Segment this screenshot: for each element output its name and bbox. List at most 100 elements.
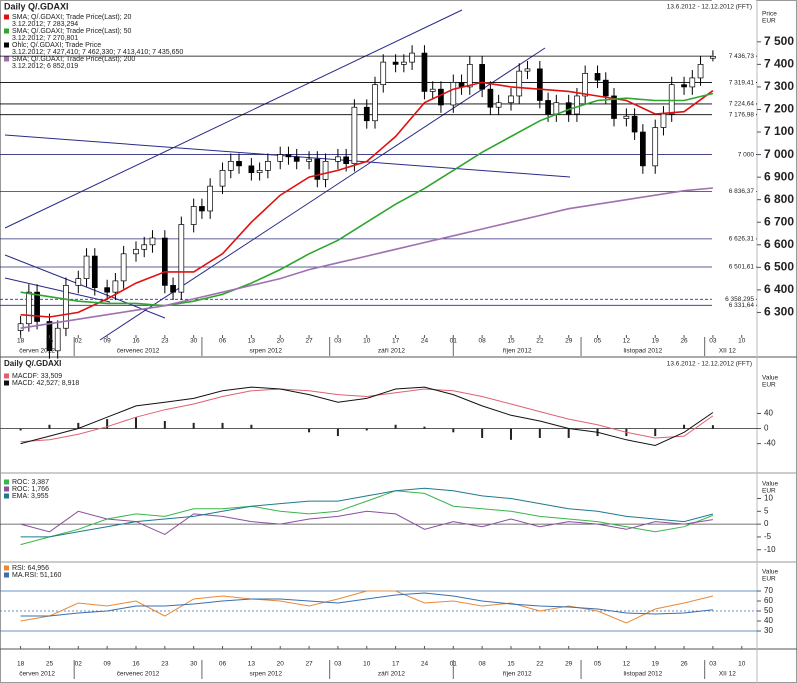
legend-value: 3.12.2012; 7 270,801 [12, 35, 78, 42]
x-tick-label: 17 [392, 338, 400, 345]
level-label-bg [712, 99, 756, 108]
candle-body [75, 278, 82, 286]
chart-subtitle: 13.6.2012 - 12.12.2012 (FFT) [667, 4, 752, 11]
level-label: 7 176,98 [729, 111, 755, 118]
x-tick-label: 24 [421, 338, 429, 345]
y-tick-label: 5 [764, 506, 769, 515]
candle-body [170, 285, 176, 293]
x-tick-label: 29 [565, 338, 573, 345]
month-label: červen 2012 [19, 671, 55, 678]
x-tick-label: 19 [652, 661, 660, 668]
level-label: 6 358,295 [725, 296, 754, 303]
series-line [20, 92, 714, 307]
x-tick-label: 27 [305, 661, 313, 668]
candle-body [553, 102, 560, 115]
level-label-bg [712, 110, 756, 119]
candle-body [516, 70, 523, 97]
histogram-bar [48, 424, 51, 429]
candle-body [689, 77, 696, 88]
month-label: říjen 2012 [503, 348, 532, 355]
x-tick-label: 09 [104, 338, 112, 345]
legend-swatch [4, 380, 9, 386]
series-line [20, 490, 714, 546]
x-tick-label: 23 [161, 661, 169, 668]
x-tick-label: 30 [190, 338, 198, 345]
month-label: srpen 2012 [250, 348, 283, 355]
x-tick-label: 20 [277, 338, 285, 345]
x-tick-label: 10 [363, 661, 371, 668]
x-tick-label: 15 [507, 338, 515, 345]
y-tick-label: -10 [764, 545, 776, 554]
legend-label: SMA; Q/.GDAXI; Trade Price(Last); 50 [12, 28, 132, 35]
legend-swatch [4, 486, 9, 492]
histogram-bar [452, 428, 455, 433]
series-line [20, 510, 713, 535]
legend-label: MA.RSI: 51,160 [12, 572, 62, 579]
trend-line [4, 277, 111, 303]
candle-body [120, 253, 127, 282]
legend-value: 3.12.2012; 7 427,410; 7 462,330; 7 413,4… [12, 49, 183, 56]
x-tick-label: 02 [75, 338, 83, 345]
candle-body [668, 84, 675, 115]
month-label: srpen 2012 [250, 671, 283, 678]
candle-body [582, 73, 589, 97]
candle-body [63, 285, 69, 329]
candle-body [17, 323, 24, 331]
candle-body [409, 52, 415, 63]
histogram-bar [481, 428, 484, 438]
y-tick-label: 70 [764, 586, 773, 595]
histogram-bar [654, 428, 657, 437]
candle-body [91, 255, 98, 288]
x-tick-label: 26 [680, 661, 688, 668]
candle-body [207, 185, 214, 212]
y-tick-label: 7 400 [764, 57, 794, 71]
series-line [20, 592, 713, 617]
candle-body [236, 161, 242, 167]
y-tick-label: 7 300 [764, 79, 794, 93]
candle-body [421, 52, 428, 92]
candle-body [277, 154, 284, 162]
y-tick-label: 50 [764, 606, 773, 615]
candle-body [508, 95, 514, 104]
candle-body [219, 170, 226, 187]
candle-body [640, 131, 646, 167]
candle-body [479, 64, 485, 90]
candle-body [34, 291, 40, 322]
x-tick-label: 20 [277, 661, 285, 668]
legend-label: MACDF: 33,509 [12, 373, 62, 380]
candle-body [429, 88, 436, 92]
month-label: září 2012 [378, 671, 405, 678]
x-tick-label: 08 [479, 661, 487, 668]
x-tick-label: 24 [421, 661, 429, 668]
legend-swatch [4, 373, 9, 379]
x-tick-label: 30 [190, 661, 198, 668]
histogram-bar [538, 428, 541, 438]
y-tick-label: -5 [764, 532, 772, 541]
axis-unit: EUR [762, 488, 776, 495]
candle-body [466, 64, 473, 88]
level-label: 6 331,64 [729, 302, 755, 309]
candle-body [372, 84, 378, 122]
histogram-bar [192, 422, 195, 429]
x-tick-label: 16 [132, 661, 140, 668]
legend-label: SMA; Q/.GDAXI; Trade Price(Last); 20 [12, 14, 132, 21]
histogram-bar [163, 421, 166, 429]
y-tick-label: 7 000 [764, 147, 794, 161]
x-tick-label: 09 [104, 661, 112, 668]
level-label: 7 319,41 [729, 79, 755, 86]
legend-label: ROC: 3,387 [12, 479, 49, 486]
level-label-bg [712, 295, 756, 304]
x-tick-label: 03 [709, 338, 717, 345]
y-tick-label: 0 [764, 519, 769, 528]
axis-label: Price [762, 11, 777, 18]
candle-body [248, 165, 255, 173]
x-tick-label: 22 [536, 661, 544, 668]
candle-body [438, 88, 444, 106]
x-tick-label: 26 [680, 338, 688, 345]
legend-label: MACD: 42,527; 8,918 [12, 380, 79, 387]
x-tick-label: 08 [479, 338, 487, 345]
x-tick-label: 10 [363, 338, 371, 345]
histogram-bar [336, 428, 339, 437]
legend-label: EMA: 3,955 [12, 493, 49, 500]
